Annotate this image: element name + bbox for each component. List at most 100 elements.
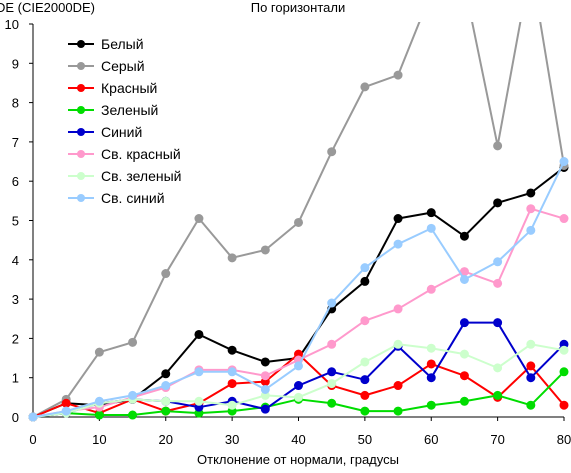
legend-swatch-marker: [77, 128, 85, 136]
data-point: [294, 381, 303, 391]
x-tick-label: 40: [291, 432, 305, 447]
data-point: [161, 406, 171, 416]
data-point: [526, 204, 536, 214]
x-tick-label: 20: [159, 432, 173, 447]
x-tick-label: 50: [358, 432, 372, 447]
y-tick-label: 10: [5, 17, 19, 32]
data-point: [260, 357, 270, 367]
data-point: [393, 239, 403, 249]
data-point: [128, 390, 138, 400]
data-point: [294, 217, 303, 227]
legend-swatch-marker: [77, 150, 85, 158]
data-point: [493, 198, 503, 208]
data-point: [459, 396, 469, 406]
data-point: [493, 278, 503, 288]
y-tick-label: 9: [12, 56, 19, 71]
data-point: [559, 214, 569, 224]
data-point: [227, 379, 237, 389]
data-point: [493, 363, 503, 373]
data-point: [459, 371, 469, 381]
y-tick-label: 3: [12, 292, 19, 307]
legend: Белый Серый Красный Зеленый Синий Св. красный…: [68, 36, 181, 206]
legend-label: Белый: [101, 36, 144, 52]
legend-entry: Красный: [68, 80, 157, 96]
chart-title: По горизонтали: [251, 0, 345, 15]
data-point: [559, 345, 569, 355]
data-point: [559, 157, 569, 167]
data-point: [526, 339, 536, 349]
data-point: [294, 361, 303, 371]
data-point: [559, 367, 569, 377]
data-point: [393, 214, 403, 224]
data-point: [360, 375, 370, 385]
legend-swatch-marker: [77, 62, 85, 70]
data-point: [393, 339, 403, 349]
data-point: [260, 245, 270, 255]
data-point: [327, 298, 337, 308]
data-point: [493, 318, 503, 328]
data-point: [360, 276, 370, 286]
y-tick-label: 2: [12, 331, 19, 346]
legend-entry: Синий: [68, 124, 142, 140]
data-point: [426, 223, 436, 233]
legend-swatch-marker: [77, 40, 85, 48]
legend-swatch-marker: [77, 194, 85, 202]
data-point: [459, 318, 469, 328]
series-8: [28, 157, 569, 422]
legend-entry: Серый: [68, 58, 145, 74]
data-point: [227, 367, 237, 377]
y-tick-label: 0: [12, 410, 19, 425]
data-point: [260, 384, 270, 394]
data-point: [426, 400, 436, 410]
data-point: [327, 147, 337, 157]
data-point: [28, 412, 38, 422]
data-point: [360, 390, 370, 400]
data-point: [426, 208, 436, 218]
x-tick-label: 30: [225, 432, 239, 447]
data-point: [61, 406, 71, 416]
y-axis-label: DE (CIE2000DE): [0, 0, 95, 15]
data-point: [194, 214, 204, 224]
data-point: [459, 231, 469, 241]
data-point: [327, 367, 337, 377]
legend-label: Синий: [101, 124, 142, 140]
data-point: [493, 390, 503, 400]
data-point: [393, 70, 403, 80]
data-point: [526, 400, 536, 410]
legend-label: Серый: [101, 58, 145, 74]
data-point: [327, 339, 337, 349]
y-tick-label: 5: [12, 214, 19, 229]
data-point: [559, 400, 569, 410]
y-tick-label: 7: [12, 135, 19, 150]
data-point: [161, 381, 171, 391]
legend-entry: Зеленый: [68, 102, 158, 118]
legend-label: Зеленый: [101, 102, 158, 118]
data-point: [227, 253, 237, 263]
data-point: [426, 284, 436, 294]
data-point: [61, 398, 71, 408]
x-tick-label: 0: [29, 432, 36, 447]
x-tick-label: 10: [92, 432, 106, 447]
legend-label: Св. красный: [101, 146, 181, 162]
data-point: [327, 379, 337, 389]
data-point: [493, 141, 503, 151]
data-point: [194, 396, 204, 406]
x-tick-label: 80: [557, 432, 571, 447]
data-point: [360, 316, 370, 326]
data-point: [526, 225, 536, 235]
legend-swatch-marker: [77, 84, 85, 92]
data-point: [260, 371, 270, 381]
data-point: [493, 257, 503, 267]
x-axis-label: Отклонение от нормали, градусы: [197, 452, 399, 467]
data-point: [360, 82, 370, 92]
data-point: [161, 369, 171, 379]
data-point: [360, 357, 370, 367]
legend-label: Св. синий: [101, 190, 165, 206]
data-point: [227, 345, 237, 355]
y-tick-label: 8: [12, 96, 19, 111]
data-point: [393, 304, 403, 314]
data-point: [161, 269, 171, 279]
y-tick-label: 4: [12, 253, 19, 268]
